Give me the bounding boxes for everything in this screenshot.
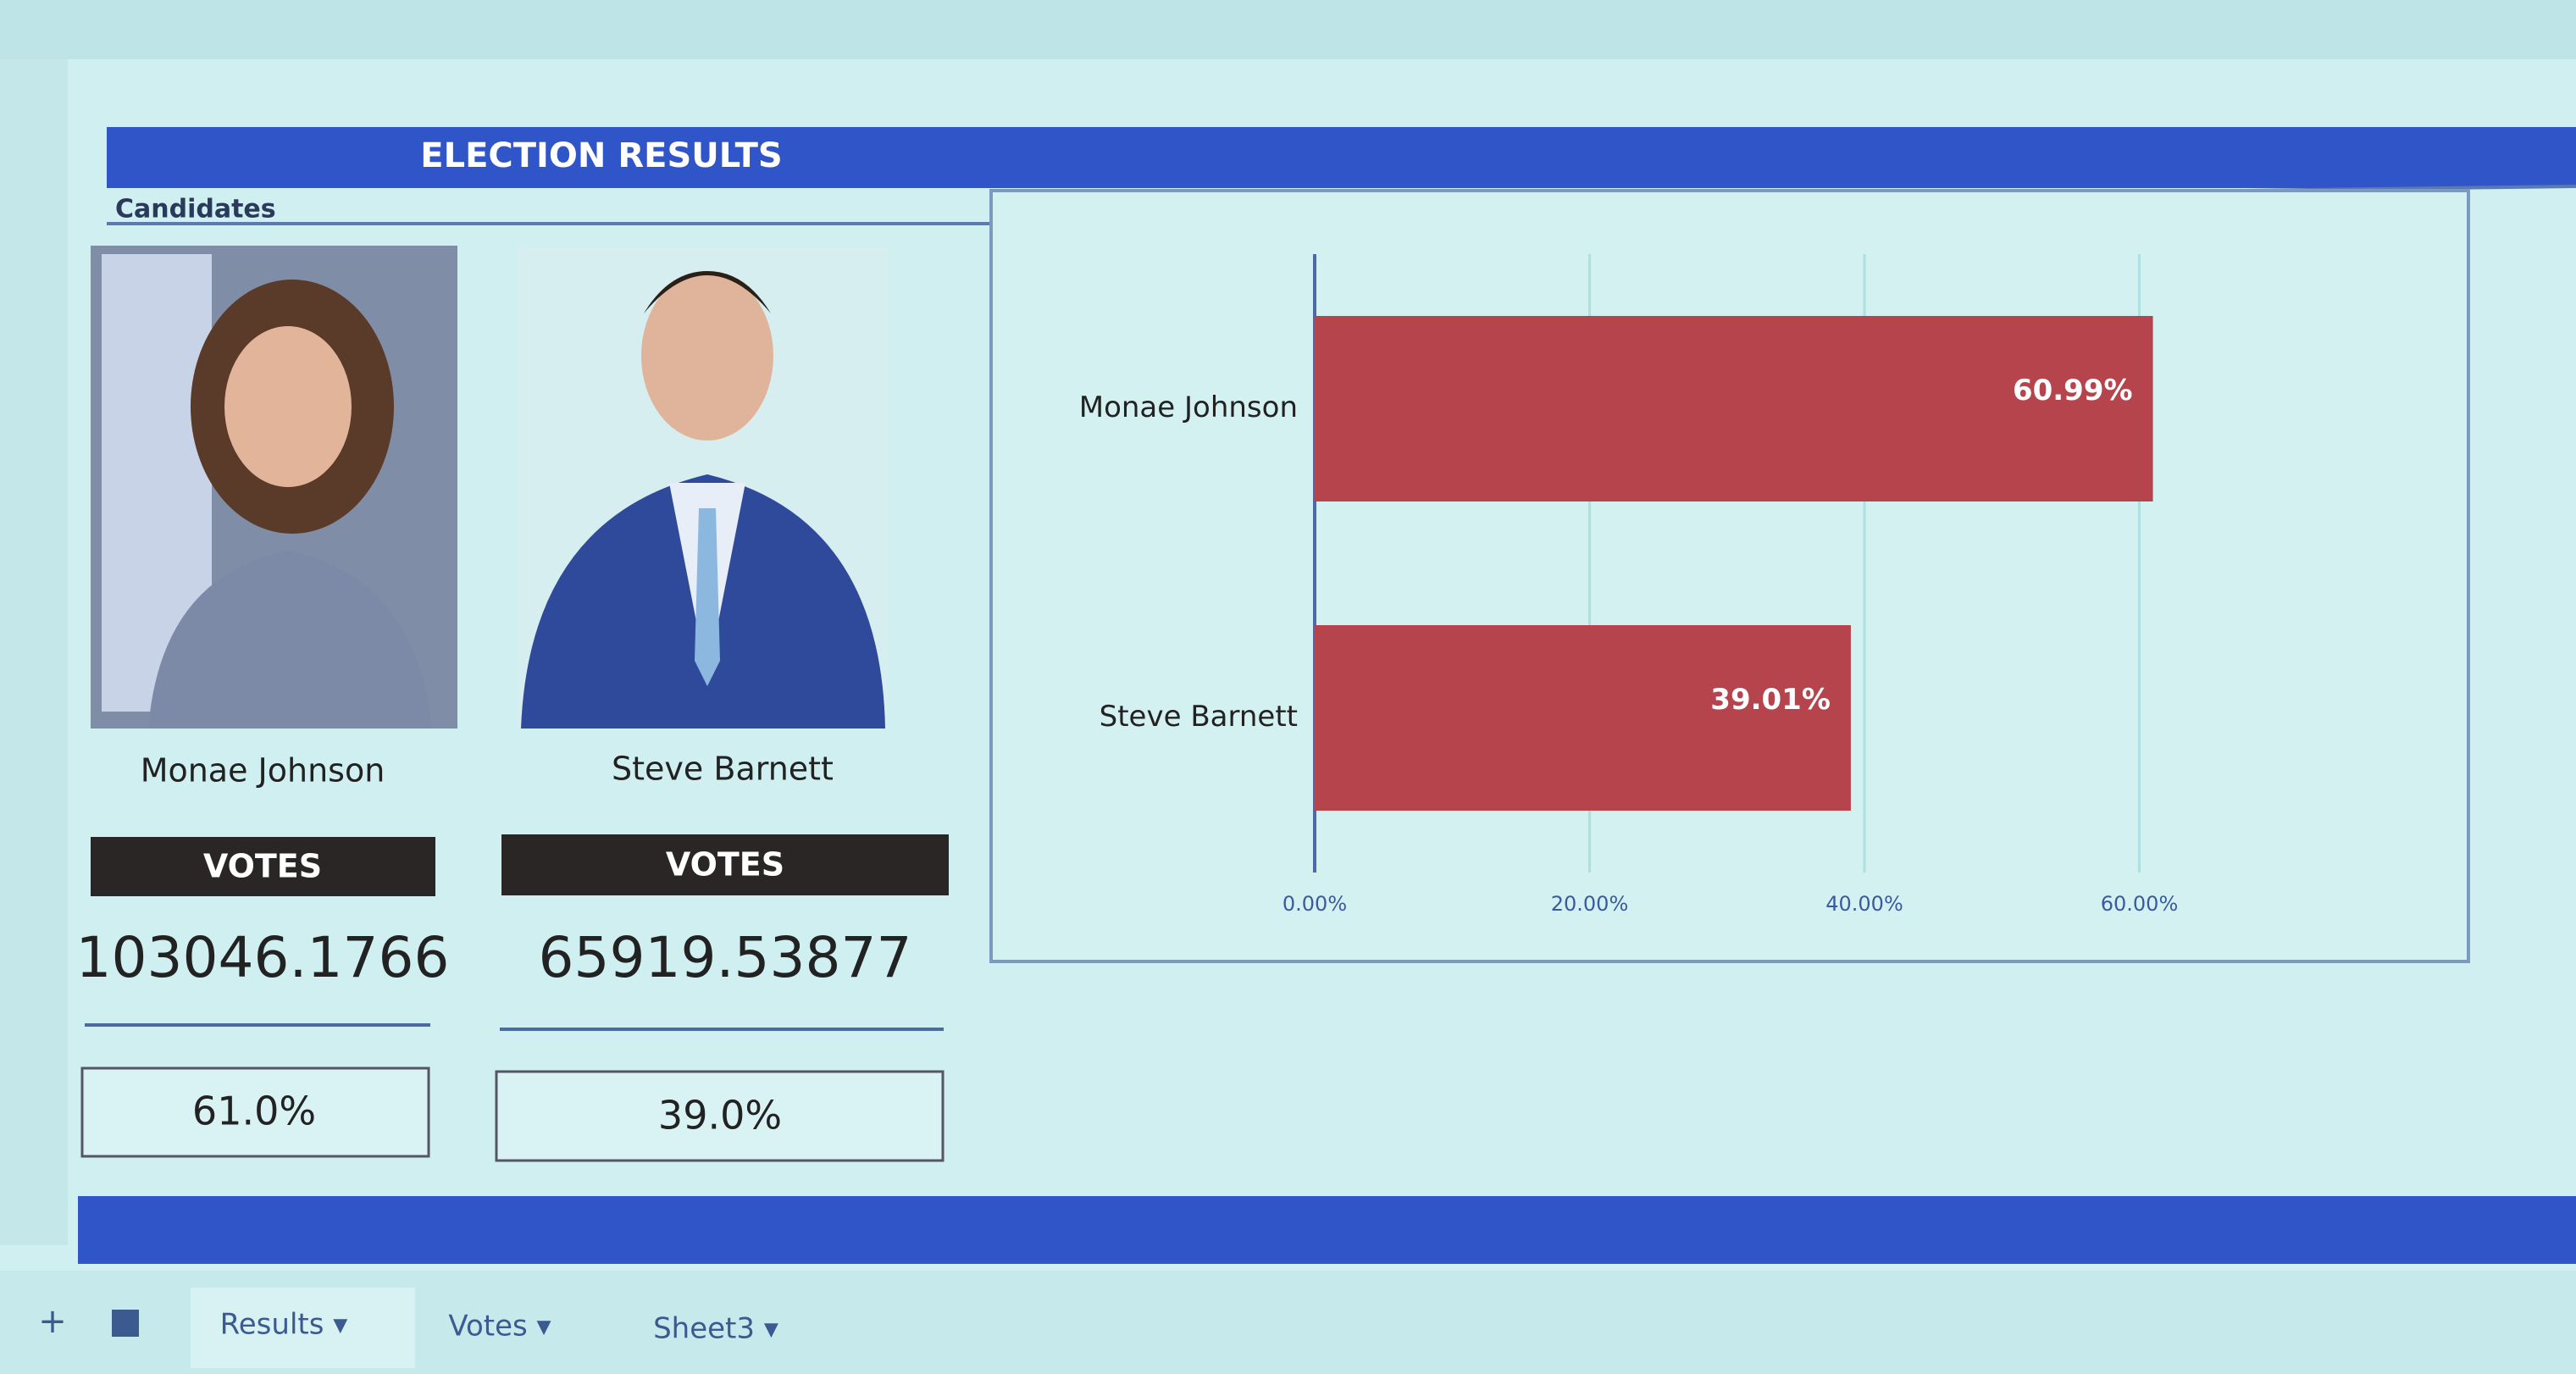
row-header-bar [0, 59, 68, 1245]
title: ELECTION RESULTS [420, 136, 782, 175]
x-tick-label: 0.00% [1282, 892, 1347, 916]
sheet-tab-bar [0, 1271, 2576, 1374]
column-header-bar [0, 0, 2576, 59]
sheet-tab[interactable]: Votes ▾ [448, 1310, 551, 1344]
vote-count: 65919.53877 [539, 925, 912, 990]
add-sheet-button[interactable]: + [38, 1302, 67, 1341]
y-tick-label: Steve Barnett [1100, 700, 1298, 734]
candidate-photo [91, 246, 457, 729]
bar [1315, 625, 1851, 811]
chart-frame [989, 189, 2470, 963]
active-tab [191, 1288, 415, 1368]
sheet-tab[interactable]: Results ▾ [220, 1308, 348, 1342]
sheet-tab[interactable]: Sheet3 ▾ [653, 1312, 778, 1346]
x-tick-label: 40.00% [1825, 892, 1903, 916]
title-bar [107, 127, 2576, 188]
percent: 39.0% [658, 1093, 782, 1139]
votes-header [91, 837, 435, 896]
percent-box [495, 1070, 945, 1162]
bar-chart: 0.00% 20.00% 40.00% 60.00% Monae Johnson 60.9… [1079, 254, 2179, 916]
votes-label: VOTES [203, 848, 322, 885]
percent: 61.0% [192, 1089, 316, 1134]
footer-bar [78, 1196, 2576, 1264]
data-label: 60.99% [2013, 374, 2133, 407]
section-label: Candidates [115, 195, 276, 224]
data-label: 39.01% [1710, 683, 1831, 717]
percent-box [80, 1067, 430, 1158]
votes-header [501, 834, 949, 895]
x-tick-label: 60.00% [2101, 892, 2179, 916]
candidate-name: Steve Barnett [612, 751, 834, 788]
x-tick-label: 20.00% [1551, 892, 1629, 916]
candidate-name: Monae Johnson [141, 752, 385, 789]
candidate-photo [518, 246, 888, 729]
sheet-list-button[interactable] [112, 1310, 139, 1337]
vote-count: 103046.1766 [76, 925, 450, 990]
y-tick-label: Monae Johnson [1079, 391, 1298, 424]
bar [1315, 316, 2153, 501]
votes-label: VOTES [666, 846, 784, 884]
